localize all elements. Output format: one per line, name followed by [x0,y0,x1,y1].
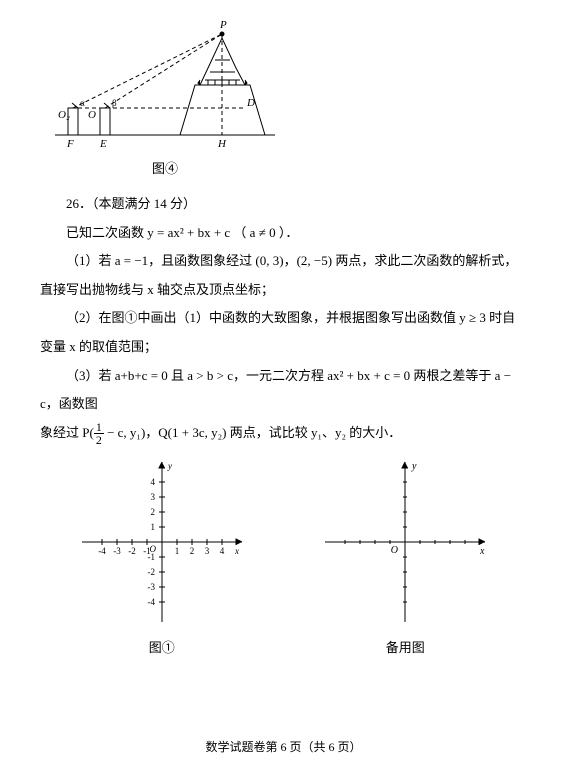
svg-text:-4: -4 [147,597,155,607]
svg-text:1: 1 [150,522,155,532]
problem-part3c: − c, y₁)，Q(1 + 3c, y₂) 两点，试比较 y₁、y₂ 的大小． [104,425,401,440]
svg-text:O: O [149,544,156,554]
figure-4-svg: P D O₂ O F E H α β [50,10,280,150]
problem-part3-line2: 象经过 P(12 − c, y₁)，Q(1 + 3c, y₂) 两点，试比较 y… [40,419,527,448]
problem-part2: （2）在图①中画出（1）中函数的大致图象，并根据图象写出函数值 y ≥ 3 时自… [40,304,527,361]
svg-text:2: 2 [150,507,155,517]
label-o2: O₂ [58,109,70,121]
chart-1: -4-3-2-1 1234 43 21 -1-2 -3-4 O x y 图① [77,457,247,656]
label-e: E [99,138,107,150]
chart-2: O x y 备用图 [320,457,490,656]
label-f: F [66,138,74,150]
svg-text:y: y [167,461,172,471]
problem-number: 26． [66,196,92,211]
chart-2-caption: 备用图 [320,637,490,656]
problem-points: （本题满分 14 分） [92,196,196,211]
charts-row: -4-3-2-1 1234 43 21 -1-2 -3-4 O x y 图① [40,457,527,656]
svg-text:3: 3 [150,492,155,502]
figure-4-caption: 图④ [50,158,280,177]
label-o: O [88,109,96,121]
problem-part1: （1）若 a = −1，且函数图象经过 (0, 3)，(2, −5) 两点，求此… [40,247,527,304]
page-footer: 数学试题卷第 6 页（共 6 页） [0,738,567,755]
svg-text:1: 1 [175,546,180,556]
label-d: D [246,97,255,109]
label-h: H [217,138,227,150]
label-p: P [219,19,227,31]
problem-26: 26．（本题满分 14 分） 已知二次函数 y = ax² + bx + c （… [40,190,527,656]
svg-text:-3: -3 [113,546,121,556]
svg-text:x: x [234,546,239,556]
svg-text:3: 3 [205,546,210,556]
problem-part3b: 象经过 P( [40,425,94,440]
svg-text:-3: -3 [147,582,155,592]
svg-text:β: β [112,98,117,108]
svg-text:4: 4 [220,546,225,556]
chart-2-svg: O x y [320,457,490,627]
svg-text:x: x [479,546,485,557]
chart-1-svg: -4-3-2-1 1234 43 21 -1-2 -3-4 O x y [77,457,247,627]
problem-stem: 已知二次函数 y = ax² + bx + c （ a ≠ 0 ）． [40,219,527,248]
svg-text:-2: -2 [128,546,136,556]
svg-text:α: α [80,98,85,108]
chart-1-caption: 图① [77,637,247,656]
svg-text:2: 2 [190,546,195,556]
fraction-half: 12 [94,421,104,446]
svg-text:y: y [411,461,417,472]
svg-text:O: O [391,545,398,556]
svg-text:4: 4 [150,477,155,487]
problem-part3a: （3）若 a+b+c = 0 且 a > b > c，一元二次方程 ax² + … [40,362,527,419]
svg-text:-4: -4 [98,546,106,556]
figure-4: P D O₂ O F E H α β 图④ [50,10,280,177]
svg-text:-2: -2 [147,567,155,577]
